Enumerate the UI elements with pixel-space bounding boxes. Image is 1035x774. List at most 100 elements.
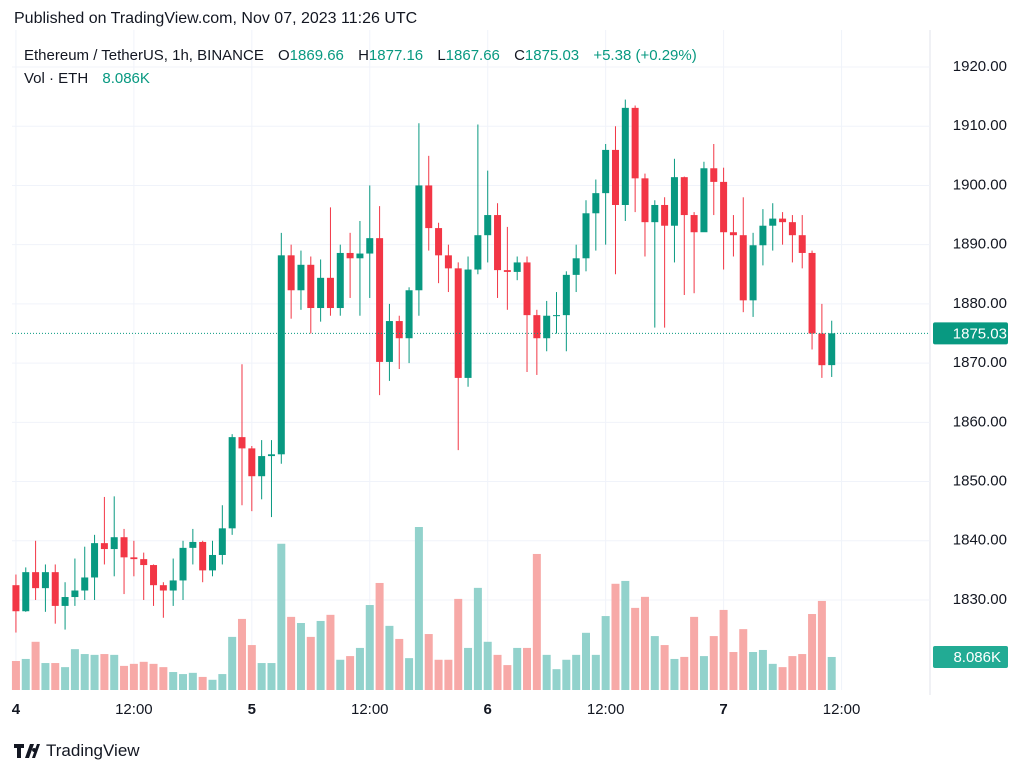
volume-bar	[31, 641, 40, 690]
candle-body	[81, 577, 89, 591]
candle-body	[218, 528, 226, 555]
x-tick-label: 12:00	[823, 701, 861, 718]
candle-body	[621, 107, 629, 205]
candle-body	[464, 269, 472, 378]
legend-change: +5.38 (+0.29%)	[593, 47, 697, 64]
candle-body	[798, 235, 806, 253]
volume-bar	[552, 669, 561, 690]
candle-body	[533, 315, 541, 339]
candle-body	[729, 232, 737, 236]
x-tick-label: 12:00	[351, 701, 389, 718]
candle-body	[61, 597, 69, 606]
candle-body	[661, 204, 669, 226]
legend-high: 1877.16	[368, 47, 424, 64]
last-price-label: 1875.03	[953, 325, 1007, 342]
candle-body	[356, 253, 364, 259]
candle-body	[710, 168, 718, 182]
candle-body	[739, 235, 747, 301]
x-tick-label: 12:00	[115, 701, 153, 718]
x-tick-label: 6	[484, 701, 492, 718]
volume-bar	[385, 625, 394, 690]
volume-bar	[346, 656, 355, 690]
candle-body	[51, 572, 59, 606]
candle-body	[297, 264, 305, 291]
volume-bar	[424, 634, 433, 690]
candle-body	[720, 181, 728, 233]
candle-body	[287, 255, 295, 291]
candle-body	[395, 321, 403, 339]
candle-body	[690, 215, 698, 233]
volume-bar	[336, 659, 345, 690]
candle-body	[120, 537, 128, 558]
candle-body	[523, 262, 531, 316]
volume-bar	[51, 663, 60, 690]
last-volume-label: 8.086K	[953, 649, 1001, 666]
candle-body	[444, 255, 452, 269]
candle-body	[572, 258, 580, 275]
volume-bar	[473, 587, 482, 690]
legend-close: 1875.03	[524, 47, 580, 64]
candle-body	[346, 252, 354, 259]
candle-body	[209, 554, 217, 571]
x-tick-label: 4	[12, 701, 21, 718]
candle-body	[238, 437, 246, 449]
candles	[12, 99, 836, 633]
volume-bar	[532, 553, 541, 690]
volume-bar	[729, 652, 738, 690]
brand: TradingView	[14, 741, 140, 761]
x-tick-label: 7	[719, 701, 727, 718]
volume-legend: Vol · ETH 8.086K	[24, 70, 150, 87]
volume-bar	[169, 672, 178, 690]
volume-bar	[110, 654, 119, 690]
volume-bar	[444, 659, 453, 690]
symbol-legend: Ethereum / TetherUS, 1h, BINANCE O1869.6…	[24, 47, 697, 64]
candle-body	[680, 177, 688, 216]
volume-bar	[680, 656, 689, 690]
brand-logo	[14, 744, 40, 758]
candle-body	[435, 228, 443, 256]
candle-body	[513, 262, 521, 272]
candle-body	[503, 270, 511, 272]
candle-body	[769, 218, 777, 226]
candle-body	[749, 245, 757, 301]
volume-bar	[198, 676, 207, 690]
candle-body	[100, 543, 108, 550]
volume-bar	[395, 638, 404, 690]
last-volume-badge	[933, 645, 1008, 668]
candle-body	[140, 559, 148, 566]
legend-key: L	[437, 47, 446, 64]
volume-bar	[306, 636, 315, 690]
volume-bar	[493, 654, 502, 690]
volume-bar	[758, 649, 767, 690]
volume-bar	[572, 654, 581, 690]
candle-body	[41, 572, 49, 589]
candle-body	[326, 277, 334, 309]
candle-body	[474, 235, 482, 270]
candle-body	[159, 585, 167, 591]
volume-bar	[562, 659, 571, 690]
y-tick-label: 1900.00	[953, 176, 1007, 193]
candle-body	[759, 225, 767, 246]
candle-body	[700, 168, 708, 233]
candle-body	[641, 178, 649, 223]
published-note: Published on TradingView.com, Nov 07, 20…	[14, 10, 418, 27]
volume-title: Vol · ETH	[24, 70, 89, 87]
legend-key: H	[358, 47, 369, 64]
candle-body	[788, 222, 796, 236]
candle-body	[91, 543, 99, 578]
candle-body	[543, 315, 551, 339]
symbol-title: Ethereum / TetherUS, 1h, BINANCE	[24, 47, 264, 64]
volume-bar	[660, 645, 669, 690]
volume-bar	[414, 527, 423, 690]
volume-bar	[326, 614, 335, 690]
candle-body	[582, 213, 590, 259]
candle-body	[169, 580, 177, 591]
last-price-badge	[933, 322, 1008, 345]
candle-body	[32, 572, 40, 589]
volume-bar	[542, 654, 551, 690]
volume-bar	[650, 636, 659, 690]
volume-bar	[139, 661, 148, 690]
y-tick-label: 1870.00	[953, 354, 1007, 371]
